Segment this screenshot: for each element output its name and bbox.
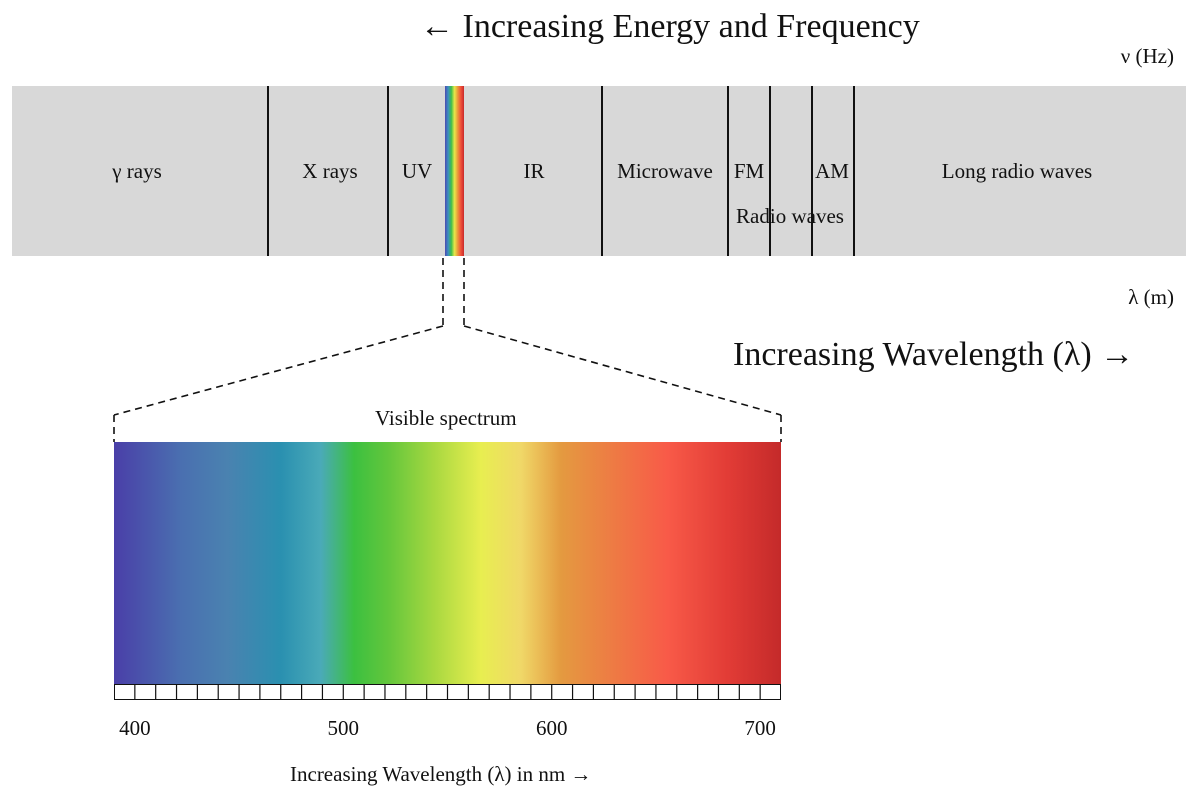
connector-right-diagonal — [463, 325, 782, 416]
em-spectrum-bar: γ rays X rays UV IR Microwave FM AM Radi… — [12, 86, 1186, 256]
band-label-fm: FM — [733, 159, 765, 183]
visible-axis-title: Increasing Wavelength (λ) in nm → — [290, 762, 592, 786]
connector-left-diagonal — [113, 325, 444, 416]
tick-label-700: 700 — [744, 716, 776, 740]
band-divider — [727, 86, 729, 256]
band-divider — [853, 86, 855, 256]
band-divider — [267, 86, 269, 256]
band-label-radio-waves: Radio waves — [736, 204, 844, 228]
band-divider — [601, 86, 603, 256]
band-label-uv: UV — [401, 159, 433, 183]
wavelength-title: Increasing Wavelength (λ) → — [733, 336, 1135, 373]
band-label-gamma-rays: γ rays — [112, 159, 162, 183]
band-divider — [811, 86, 813, 256]
tick-label-400: 400 — [119, 716, 151, 740]
band-label-microwave: Microwave — [617, 159, 713, 183]
visible-spectrum-label: Visible spectrum — [375, 406, 517, 430]
band-divider — [769, 86, 771, 256]
band-label-long-radio-waves: Long radio waves — [941, 159, 1093, 183]
band-label-am: AM — [815, 159, 849, 183]
visible-spectrum-gradient — [114, 442, 781, 684]
frequency-unit-label: ν (Hz) — [1120, 44, 1174, 68]
visible-band-strip — [445, 86, 464, 256]
energy-frequency-title: ← Increasing Energy and Frequency — [420, 8, 920, 45]
wavelength-unit-label: λ (m) — [1128, 285, 1174, 309]
band-divider — [387, 86, 389, 256]
band-label-ir: IR — [523, 159, 545, 183]
wavelength-tick-strip — [114, 684, 781, 700]
band-label-x-rays: X rays — [302, 159, 358, 183]
tick-label-600: 600 — [535, 716, 568, 740]
tick-label-500: 500 — [327, 716, 360, 740]
